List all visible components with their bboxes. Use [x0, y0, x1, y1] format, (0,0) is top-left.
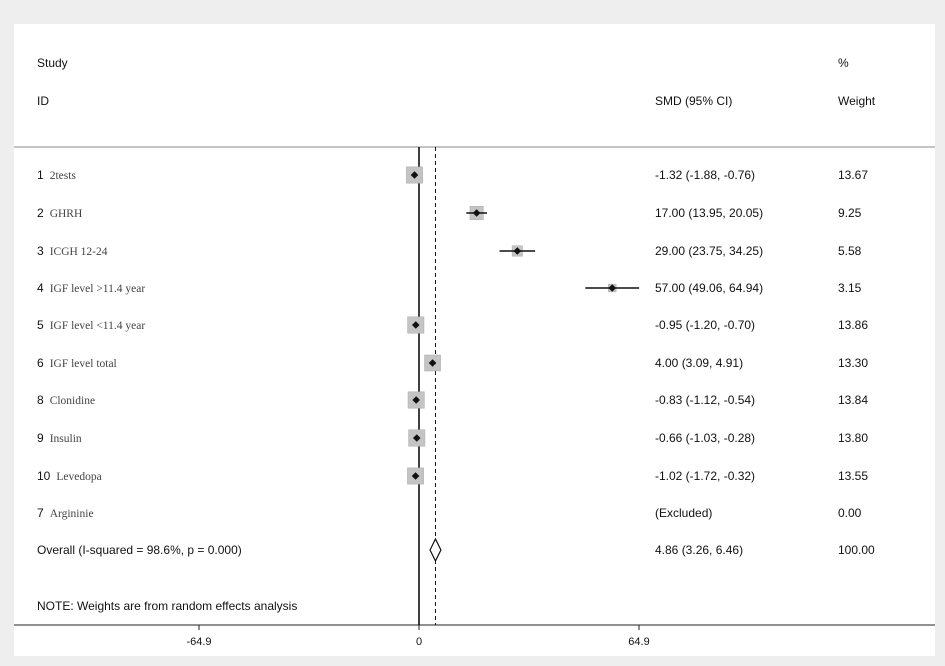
study-name: 2tests [49, 170, 76, 182]
study-weight: 13.84 [838, 393, 869, 407]
study-number: 5 [37, 318, 44, 332]
study-number: 7 [37, 506, 44, 520]
study-number: 9 [37, 431, 44, 445]
study-name: Levedopa [56, 471, 102, 483]
x-tick-label: 64.9 [628, 636, 650, 648]
study-name: GHRH [49, 208, 83, 220]
study-effect-ci: 4.00 (3.09, 4.91) [655, 356, 744, 370]
study-weight: 9.25 [838, 206, 862, 220]
chart-frame [14, 24, 935, 656]
x-tick-label: 0 [415, 636, 423, 648]
study-weight: 13.80 [838, 431, 869, 445]
note-text: NOTE: Weights are from random effects an… [37, 599, 298, 613]
study-weight: 13.30 [838, 356, 869, 370]
study-label: 1 2tests [37, 168, 76, 182]
point-estimate [608, 284, 617, 292]
study-effect-ci: -1.32 (-1.88, -0.76) [655, 168, 756, 182]
study-effect-ci: -0.66 (-1.03, -0.28) [655, 431, 756, 445]
study-number: 6 [37, 356, 44, 370]
study-label: 2 GHRH [37, 206, 82, 220]
study-label: 6 IGF level total [37, 356, 117, 370]
study-name: Argininie [49, 508, 94, 520]
overall-diamond [429, 537, 442, 563]
study-name: IGF level total [49, 358, 117, 370]
point-estimate [410, 171, 419, 179]
study-weight: 3.15 [838, 281, 862, 295]
study-name: IGF level <11.4 year [49, 320, 146, 332]
study-weight: 13.55 [838, 469, 869, 483]
study-effect-ci: 29.00 (23.75, 34.25) [655, 244, 764, 258]
study-effect-ci: -0.95 (-1.20, -0.70) [655, 318, 756, 332]
study-label: 3 ICGH 12-24 [37, 244, 108, 258]
point-estimate [472, 209, 481, 217]
study-effect-ci: (Excluded) [655, 506, 713, 520]
study-number: 2 [37, 206, 44, 220]
study-label: 4 IGF level >11.4 year [37, 281, 145, 295]
header-smd: SMD (95% CI) [655, 94, 733, 108]
point-estimate [411, 472, 420, 480]
study-effect-ci: 17.00 (13.95, 20.05) [655, 206, 764, 220]
point-estimate [411, 321, 420, 329]
overall-label: Overall (I-squared = 98.6%, p = 0.000) [37, 543, 242, 557]
study-name: ICGH 12-24 [49, 246, 108, 258]
point-estimate [513, 247, 522, 255]
study-label: 7 Argininie [37, 506, 94, 520]
overall-weight: 100.00 [838, 543, 875, 557]
study-number: 1 [37, 168, 44, 182]
study-number: 8 [37, 393, 44, 407]
point-estimate [412, 396, 420, 404]
study-number: 3 [37, 244, 44, 258]
study-label: 10 Levedopa [37, 469, 102, 483]
header-percent: % [838, 56, 849, 70]
study-effect-ci: 57.00 (49.06, 64.94) [655, 281, 764, 295]
study-name: Clonidine [49, 395, 96, 407]
study-number: 4 [37, 281, 44, 295]
study-name: Insulin [49, 433, 82, 445]
study-number: 10 [37, 469, 51, 483]
study-label: 8 Clonidine [37, 393, 95, 407]
study-effect-ci: -1.02 (-1.72, -0.32) [655, 469, 756, 483]
study-name: IGF level >11.4 year [49, 283, 146, 295]
header-id: ID [37, 94, 49, 108]
study-weight: 5.58 [838, 244, 862, 258]
header-weight: Weight [838, 94, 876, 108]
study-weight: 13.67 [838, 168, 869, 182]
header-study: Study [37, 56, 68, 70]
study-label: 5 IGF level <11.4 year [37, 318, 145, 332]
x-tick-label: -64.9 [186, 636, 212, 648]
study-label: 9 Insulin [37, 431, 82, 445]
overall-effect-ci: 4.86 (3.26, 6.46) [655, 543, 744, 557]
point-estimate [428, 359, 437, 367]
study-weight: 13.86 [838, 318, 869, 332]
point-estimate [412, 434, 421, 442]
study-weight: 0.00 [838, 506, 862, 520]
study-effect-ci: -0.83 (-1.12, -0.54) [655, 393, 756, 407]
